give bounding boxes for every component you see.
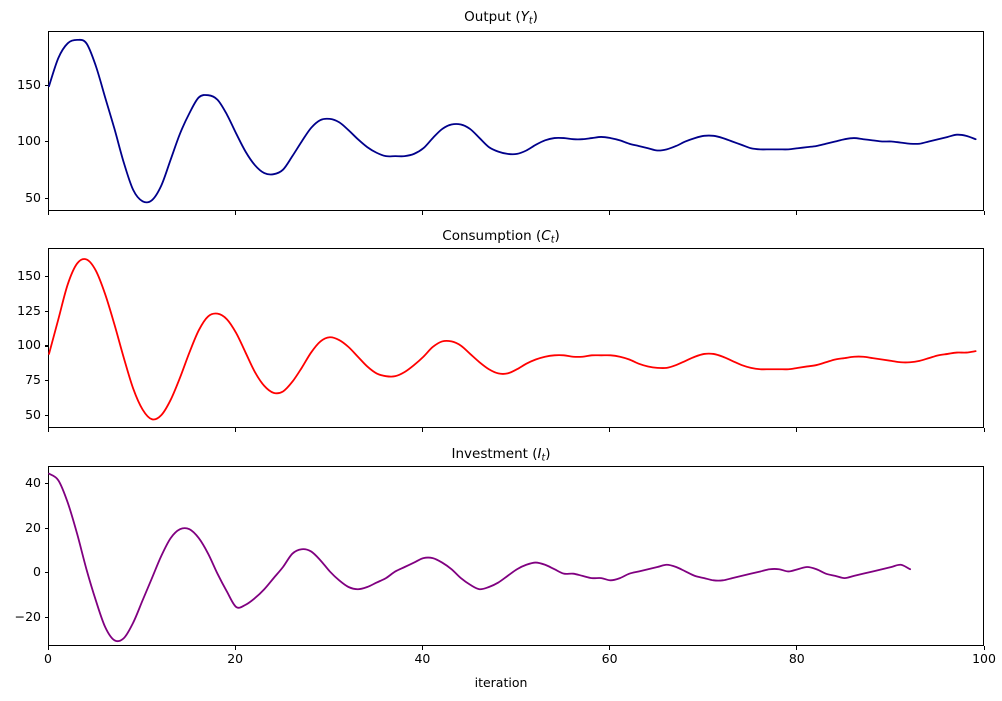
- x-tick-label: 60: [601, 651, 618, 666]
- y-tickmark: [44, 275, 48, 278]
- x-tick-label: 80: [788, 651, 805, 666]
- panel-output-title-var: Y: [520, 9, 529, 25]
- panel-consumption-title-sub: t: [550, 234, 555, 246]
- series-line: [48, 258, 977, 421]
- x-tickmark: [421, 428, 423, 432]
- x-tickmark: [47, 428, 49, 432]
- panel-output-title-tail: ): [532, 9, 538, 25]
- x-tickmark: [796, 428, 798, 432]
- xaxis-label: iteration: [474, 675, 528, 690]
- y-tick-label: 100: [17, 337, 41, 353]
- x-tickmark: [983, 646, 985, 650]
- panel-investment-title-tail: ): [545, 446, 551, 462]
- y-tickmark: [44, 414, 48, 417]
- panel-investment-title-var: I: [537, 446, 542, 462]
- y-tickmark: [44, 616, 48, 618]
- panel-consumption-title: Consumption (Ct): [0, 228, 1002, 248]
- y-tick-label: 75: [25, 372, 41, 388]
- x-tick-label: 20: [227, 651, 244, 666]
- x-tickmark: [609, 428, 611, 432]
- panel-output-title-sub: t: [528, 15, 533, 27]
- y-tick-label: 100: [17, 133, 41, 149]
- x-tick-label: 40: [414, 651, 431, 666]
- y-tickmark: [44, 197, 48, 199]
- y-tickmark: [44, 84, 48, 86]
- panel-output-title: Output (Yt): [0, 9, 1002, 29]
- y-tick-label: 150: [17, 267, 41, 283]
- y-tick-label: 40: [25, 475, 41, 491]
- y-tick-label: 20: [25, 519, 41, 535]
- panel-output-title-main: Output (: [464, 9, 521, 25]
- y-tick-label: 125: [17, 302, 41, 318]
- y-tick-label: 50: [25, 189, 41, 205]
- x-tickmark: [796, 646, 798, 650]
- panel-investment-title: Investment (It): [0, 446, 1002, 466]
- x-tickmark: [983, 211, 985, 215]
- panel-consumption-title-tail: ): [554, 228, 560, 244]
- x-tickmark: [421, 211, 423, 215]
- x-tickmark: [796, 211, 798, 215]
- line-series: [48, 38, 977, 204]
- x-tickmark: [609, 646, 611, 650]
- x-tickmark: [609, 211, 611, 215]
- y-tickmark: [44, 483, 48, 485]
- y-tickmark: [44, 141, 48, 143]
- panel-investment-title-main: Investment (: [451, 446, 538, 462]
- y-tickmark: [44, 310, 48, 312]
- x-tick-label: 0: [44, 651, 52, 666]
- x-tickmark: [983, 428, 985, 432]
- series-line: [48, 38, 977, 204]
- y-tickmark: [44, 527, 48, 529]
- x-tickmark: [47, 211, 49, 215]
- panel-investment-title-sub: t: [541, 452, 546, 464]
- panel-consumption-title-var: C: [541, 228, 551, 244]
- line-series: [48, 258, 977, 421]
- x-tickmark: [47, 646, 49, 650]
- axes-output: [48, 31, 984, 211]
- series-line: [48, 472, 912, 643]
- y-tickmark: [44, 380, 48, 382]
- y-tick-label: 150: [17, 76, 41, 92]
- x-tickmark: [421, 646, 423, 650]
- axes-investment: [48, 466, 984, 646]
- x-tickmark: [234, 211, 236, 215]
- x-tick-label: 100: [972, 651, 996, 666]
- y-tick-label: 0: [33, 564, 41, 580]
- panel-output: Output (Yt) 50 100 150: [0, 0, 1002, 230]
- y-tickmark: [44, 572, 48, 574]
- y-tick-label: −20: [14, 608, 41, 624]
- y-tick-label: 50: [25, 406, 41, 422]
- x-tickmark: [234, 428, 236, 432]
- y-tickmark: [44, 345, 48, 347]
- line-series: [48, 472, 912, 643]
- panel-consumption-title-main: Consumption (: [442, 228, 542, 244]
- x-tickmark: [234, 646, 236, 650]
- axes-consumption: [48, 248, 984, 428]
